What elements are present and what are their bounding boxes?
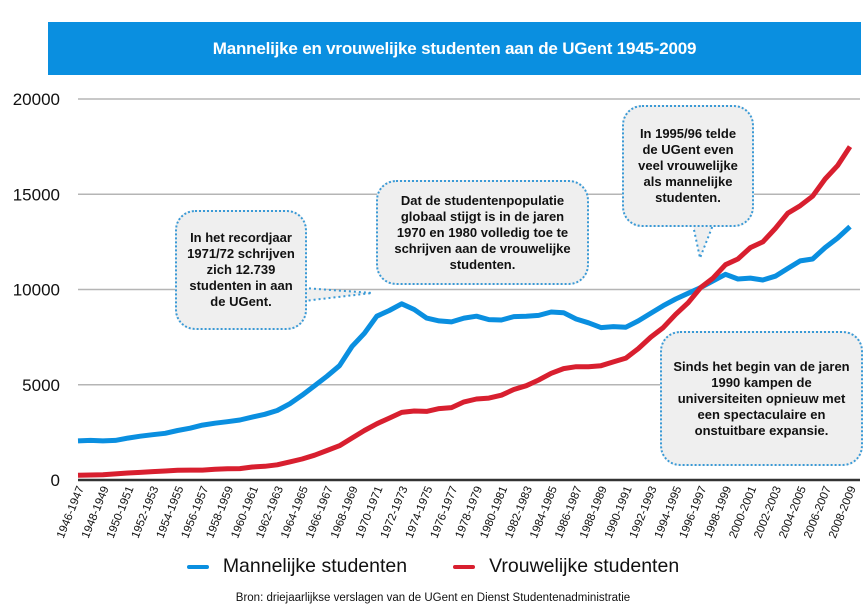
y-tick-label: 5000 bbox=[22, 376, 60, 395]
chart-title-bar: Mannelijke en vrouwelijke studenten aan … bbox=[48, 22, 861, 75]
x-axis-ticks: 1946-19471948-19491950-19511952-19531954… bbox=[55, 485, 859, 540]
callout-female-growth: Dat de studentenpopulatie globaal stijgt… bbox=[376, 180, 589, 285]
callout-expansion-1990: Sinds het begin van de jaren 1990 kampen… bbox=[660, 331, 863, 466]
legend-swatch-women bbox=[453, 564, 476, 569]
callout-equal-1995: In 1995/96 telde de UGent even veel vrou… bbox=[622, 105, 754, 227]
series-lines bbox=[77, 145, 853, 478]
callout-record-year: In het recordjaar 1971/72 schrijven zich… bbox=[175, 210, 307, 330]
legend-label-men: Mannelijke studenten bbox=[222, 555, 408, 577]
callout-1-tail bbox=[303, 287, 373, 302]
y-tick-label: 20000 bbox=[13, 90, 60, 109]
legend-item-men: Mannelijke studenten bbox=[186, 555, 408, 578]
y-tick-label: 10000 bbox=[13, 281, 60, 300]
legend: Mannelijke studenten Vrouwelijke student… bbox=[0, 555, 866, 578]
callout-3-tail bbox=[692, 224, 714, 262]
legend-item-women: Vrouwelijke studenten bbox=[453, 555, 679, 578]
series-line-women bbox=[77, 145, 853, 478]
chart-title: Mannelijke en vrouwelijke studenten aan … bbox=[212, 38, 697, 58]
legend-label-women: Vrouwelijke studenten bbox=[489, 555, 680, 577]
series-line-men bbox=[77, 224, 852, 444]
y-tick-label: 0 bbox=[51, 471, 60, 490]
legend-swatch-men bbox=[186, 564, 209, 569]
source-note: Bron: driejaarlijkse verslagen van de UG… bbox=[235, 592, 631, 604]
y-axis-ticks: 0 5000 10000 15000 20000 bbox=[13, 90, 60, 490]
y-tick-label: 15000 bbox=[13, 185, 60, 204]
